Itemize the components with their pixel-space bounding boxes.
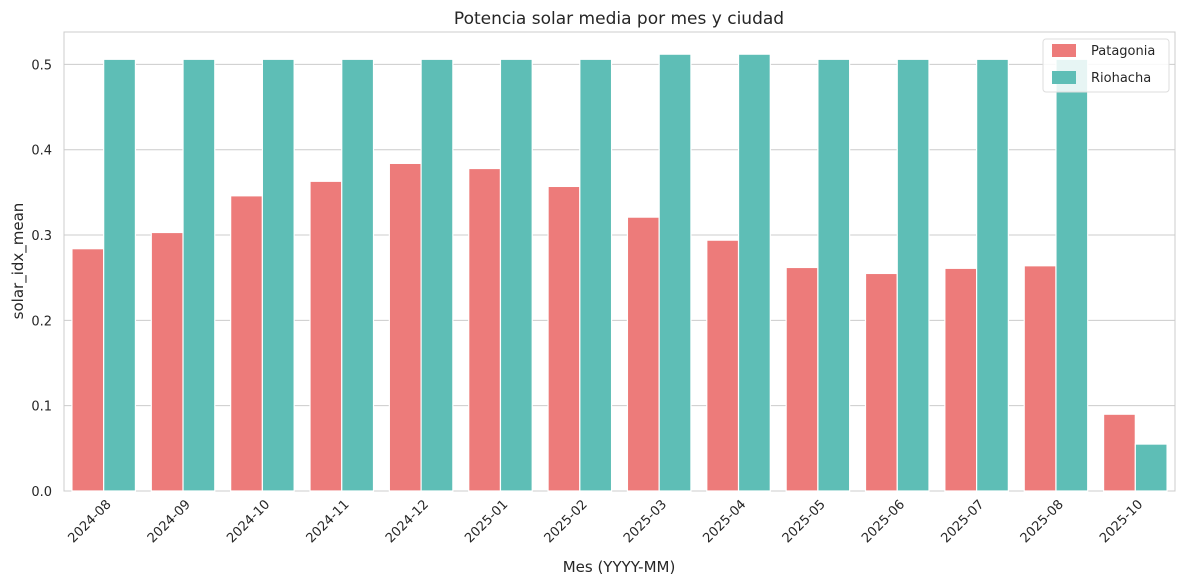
bar-patagonia-2024-11 — [309, 180, 343, 492]
y-axis-label: solar_idx_mean — [9, 203, 28, 320]
y-tick-label: 0.4 — [31, 144, 52, 159]
legend-label-riohacha: Riohacha — [1091, 71, 1151, 86]
bar-riohacha-2025-06 — [896, 58, 930, 492]
x-tick-label: 2024-11 — [304, 497, 353, 546]
y-tick-label: 0.2 — [31, 314, 52, 329]
bar-patagonia-2024-09 — [150, 231, 184, 492]
x-tick-label: 2025-03 — [621, 497, 670, 546]
bar-patagonia-2025-02 — [547, 185, 581, 492]
bar-riohacha-2025-04 — [737, 53, 771, 492]
bar-patagonia-2025-07 — [944, 267, 978, 492]
bar-patagonia-2024-08 — [71, 248, 105, 492]
x-tick-label: 2025-06 — [859, 497, 908, 546]
bar-riohacha-2025-02 — [579, 58, 613, 492]
x-tick-label: 2025-07 — [938, 497, 987, 546]
bar-riohacha-2025-03 — [658, 53, 692, 492]
y-tick-label: 0.5 — [31, 58, 52, 73]
legend-swatch-riohacha — [1052, 71, 1076, 84]
y-tick-label: 0.1 — [31, 400, 52, 415]
x-tick-label: 2025-08 — [1018, 497, 1067, 546]
x-tick-label: 2025-04 — [700, 497, 749, 546]
y-tick-label: 0.0 — [31, 485, 52, 500]
y-ticks: 0.0 0.1 0.2 0.3 0.4 0.5 — [31, 58, 52, 500]
legend-swatch-patagonia — [1052, 44, 1076, 57]
bar-patagonia-2024-12 — [388, 162, 422, 492]
bar-patagonia-2025-06 — [864, 272, 898, 492]
bar-riohacha-2024-11 — [341, 58, 375, 492]
x-tick-label: 2024-08 — [65, 497, 114, 546]
bar-patagonia-2024-10 — [230, 195, 263, 492]
y-tick-label: 0.3 — [31, 229, 52, 244]
bar-riohacha-2025-07 — [976, 58, 1009, 492]
x-tick-label: 2024-10 — [224, 497, 273, 546]
bar-patagonia-2025-03 — [626, 216, 660, 492]
bar-patagonia-2025-05 — [785, 266, 819, 492]
bar-riohacha-2025-08 — [1055, 58, 1089, 492]
bar-patagonia-2025-08 — [1023, 265, 1057, 492]
bar-riohacha-2024-12 — [420, 58, 454, 492]
x-ticks: 2024-08 2024-09 2024-10 2024-11 2024-12 2025-… — [65, 497, 1146, 546]
x-tick-label: 2024-12 — [383, 497, 432, 546]
x-axis-label: Mes (YYYY-MM) — [563, 558, 676, 576]
x-tick-label: 2025-10 — [1097, 497, 1146, 546]
bar-riohacha-2025-10 — [1134, 443, 1168, 492]
legend: Patagonia Riohacha — [1042, 38, 1170, 93]
bar-riohacha-2024-09 — [182, 58, 216, 492]
bar-patagonia-2025-10 — [1102, 413, 1136, 492]
x-tick-label: 2025-01 — [462, 497, 511, 546]
x-tick-label: 2025-05 — [780, 497, 829, 546]
x-tick-label: 2024-09 — [145, 497, 194, 546]
bar-riohacha-2025-01 — [499, 58, 533, 492]
chart-title: Potencia solar media por mes y ciudad — [454, 9, 784, 29]
bar-riohacha-2024-08 — [103, 58, 137, 492]
legend-label-patagonia: Patagonia — [1091, 44, 1155, 59]
bar-riohacha-2025-05 — [817, 58, 851, 492]
bar-riohacha-2024-10 — [261, 58, 295, 492]
bar-patagonia-2025-01 — [468, 167, 502, 492]
bar-patagonia-2025-04 — [706, 239, 740, 492]
bars — [71, 53, 1168, 492]
x-tick-label: 2025-02 — [542, 497, 591, 546]
